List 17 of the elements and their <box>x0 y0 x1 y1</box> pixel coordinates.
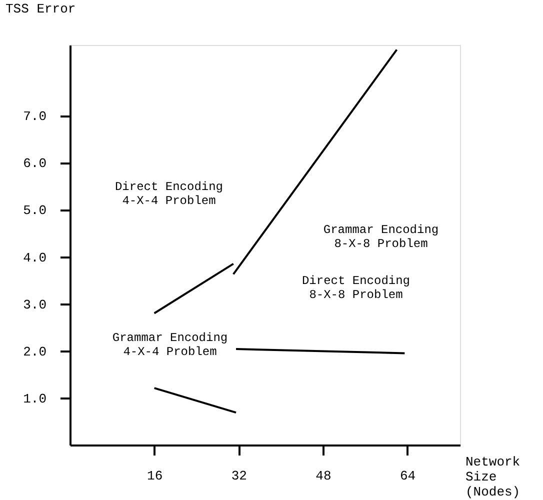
x-tick-label: 64 <box>400 468 416 484</box>
y-axis-title: TSS Error <box>6 2 76 16</box>
x-tick-label: 16 <box>147 468 163 484</box>
y-tick-label: 1.0 <box>23 391 46 406</box>
x-tick-label: 48 <box>316 468 332 484</box>
y-tick-label: 3.0 <box>23 297 46 312</box>
annotation: Direct Encoding 4-X-4 Problem <box>114 180 224 208</box>
y-tick-label: 6.0 <box>23 156 46 172</box>
x-tick-label: 32 <box>231 468 247 484</box>
y-tick-label: 7.0 <box>23 109 46 124</box>
annotation: Grammar Encoding 8-X-8 Problem <box>323 223 439 251</box>
y-tick-label: 5.0 <box>23 203 46 218</box>
x-axis-title: Network Size (Nodes) <box>466 454 520 500</box>
y-tick-label: 2.0 <box>23 344 46 360</box>
y-tick-label: 4.0 <box>23 250 46 266</box>
annotation: Direct Encoding 8-X-8 Problem <box>302 274 410 302</box>
annotation: Grammar Encoding 4-X-4 Problem <box>112 331 228 359</box>
